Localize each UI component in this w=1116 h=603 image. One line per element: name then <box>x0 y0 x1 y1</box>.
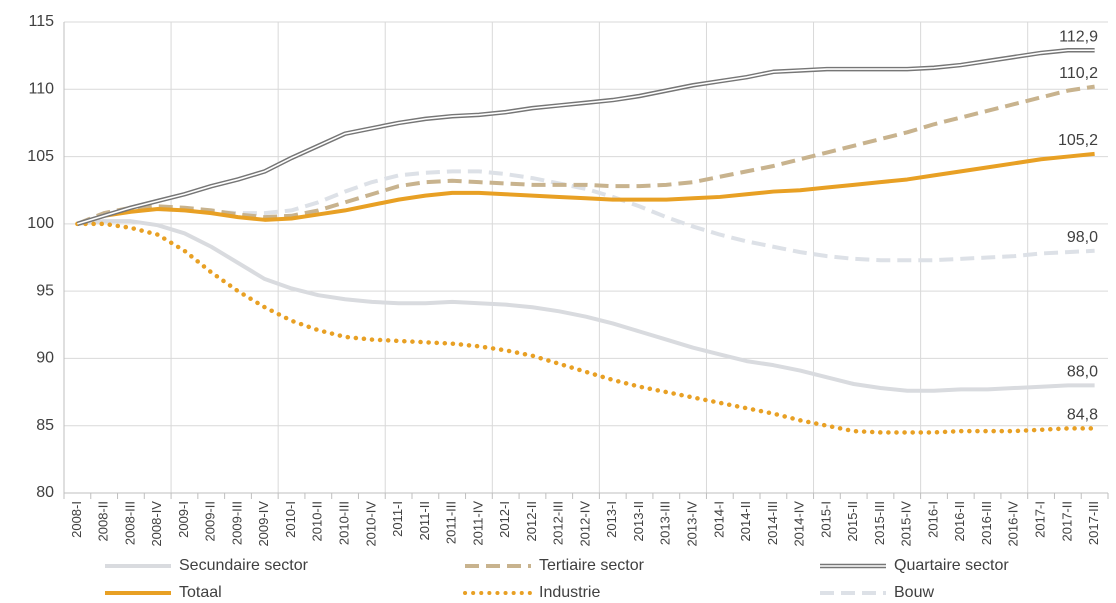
series-line <box>77 219 1095 393</box>
x-tick-label: 2011-I <box>390 501 405 537</box>
x-tick-label: 2013-I <box>604 501 619 538</box>
x-tick-label: 2010-II <box>310 501 325 541</box>
x-tick-label: 2017-II <box>1059 501 1074 541</box>
x-tick-label: 2017-I <box>1033 501 1048 538</box>
y-tick-label: 105 <box>27 148 54 165</box>
x-tick-label: 2011-IV <box>470 501 485 546</box>
series-line-inner <box>77 49 1095 225</box>
x-tick-label: 2008-III <box>122 501 137 545</box>
legend-label: Bouw <box>894 584 934 601</box>
x-tick-label: 2013-II <box>631 501 646 541</box>
x-tick-label: 2012-I <box>497 501 512 538</box>
x-tick-label: 2015-IV <box>899 501 914 547</box>
x-tick-label: 2008-IV <box>149 501 164 547</box>
x-tick-label: 2010-IV <box>363 501 378 547</box>
x-tick-label: 2009-II <box>203 501 218 541</box>
x-tick-label: 2017-III <box>1086 501 1101 545</box>
x-tick-label: 2014-IV <box>792 501 807 547</box>
series-line <box>76 169 1095 263</box>
x-tick-label: 2008-II <box>96 501 111 541</box>
legend-label: Industrie <box>539 584 600 601</box>
x-tick-label: 2016-I <box>925 501 940 538</box>
x-tick-label: 2016-III <box>979 501 994 545</box>
x-tick-label: 2015-II <box>845 501 860 541</box>
x-tick-label: 2010-I <box>283 501 298 538</box>
x-tick-label: 2009-I <box>176 501 191 538</box>
value-label: 98,0 <box>1067 229 1098 246</box>
x-tick-label: 2009-III <box>229 501 244 545</box>
series-line <box>76 151 1095 226</box>
legend-label: Totaal <box>179 584 222 601</box>
series-line <box>75 221 1097 435</box>
x-tick-label: 2009-IV <box>256 501 271 547</box>
value-label: 88,0 <box>1067 364 1098 381</box>
y-tick-label: 100 <box>27 215 54 232</box>
y-tick-label: 115 <box>28 13 54 30</box>
x-tick-label: 2012-II <box>524 501 539 541</box>
value-label: 112,9 <box>1059 28 1098 45</box>
x-tick-label: 2016-IV <box>1006 501 1021 547</box>
x-tick-label: 2014-II <box>738 501 753 541</box>
x-tick-label: 2012-IV <box>577 501 592 547</box>
legend-label: Secundaire sector <box>179 557 309 574</box>
legend-label: Tertiaire sector <box>539 557 645 574</box>
y-tick-label: 80 <box>36 484 54 501</box>
y-tick-label: 110 <box>28 81 54 98</box>
x-tick-label: 2011-III <box>444 501 459 544</box>
x-tick-label: 2011-II <box>417 501 432 541</box>
x-tick-label: 2013-III <box>658 501 673 545</box>
x-tick-label: 2015-I <box>818 501 833 538</box>
value-label: 105,2 <box>1058 132 1098 149</box>
x-tick-label: 2014-I <box>711 501 726 538</box>
x-tick-label: 2010-III <box>337 501 352 545</box>
x-tick-label: 2012-III <box>551 501 566 545</box>
x-tick-label: 2015-III <box>872 501 887 545</box>
series-line <box>76 84 1095 226</box>
y-tick-label: 90 <box>36 350 54 367</box>
x-tick-label: 2013-IV <box>685 501 700 547</box>
x-tick-label: 2016-II <box>952 501 967 541</box>
y-tick-label: 85 <box>36 417 54 434</box>
legend-label: Quartaire sector <box>894 557 1009 574</box>
x-tick-label: 2014-III <box>765 501 780 545</box>
y-tick-label: 95 <box>36 282 54 299</box>
value-label: 110,2 <box>1059 65 1098 82</box>
x-tick-label: 2008-I <box>69 501 84 538</box>
value-label: 84,8 <box>1067 407 1098 424</box>
